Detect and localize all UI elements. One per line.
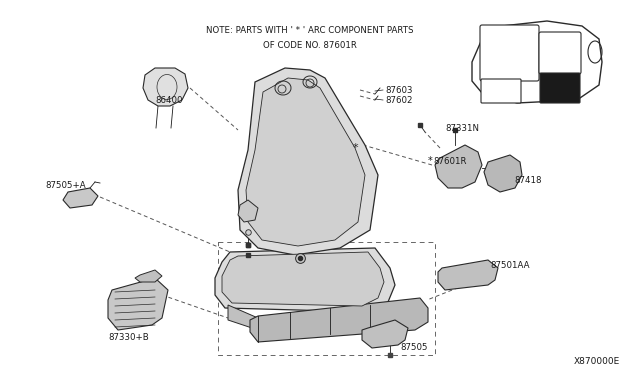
Polygon shape <box>438 260 498 290</box>
Text: *: * <box>428 156 432 166</box>
Polygon shape <box>250 298 428 342</box>
Text: NOTE: PARTS WITH ' * ' ARC COMPONENT PARTS: NOTE: PARTS WITH ' * ' ARC COMPONENT PAR… <box>206 26 413 35</box>
Polygon shape <box>108 278 168 330</box>
FancyBboxPatch shape <box>539 32 581 74</box>
Text: 87330+B: 87330+B <box>108 334 148 343</box>
Polygon shape <box>63 188 98 208</box>
Polygon shape <box>484 155 522 192</box>
Text: 87601R: 87601R <box>433 157 467 166</box>
Text: 87602: 87602 <box>385 96 413 105</box>
Text: 87505: 87505 <box>400 343 428 353</box>
Polygon shape <box>362 320 408 348</box>
Text: 87331N: 87331N <box>445 124 479 132</box>
Polygon shape <box>435 145 482 188</box>
Text: 87505+A: 87505+A <box>45 180 86 189</box>
Polygon shape <box>143 68 188 106</box>
Polygon shape <box>135 270 162 282</box>
Polygon shape <box>222 252 384 306</box>
Text: OF CODE NO. 87601R: OF CODE NO. 87601R <box>263 41 357 49</box>
Text: 87418: 87418 <box>514 176 541 185</box>
Text: 87501AA: 87501AA <box>490 260 529 269</box>
Polygon shape <box>238 200 258 222</box>
Text: 87603: 87603 <box>385 86 413 94</box>
FancyBboxPatch shape <box>540 73 580 103</box>
Polygon shape <box>246 78 365 246</box>
Polygon shape <box>228 305 258 330</box>
Text: X870000E: X870000E <box>573 357 620 366</box>
Text: 86400: 86400 <box>155 96 182 105</box>
FancyBboxPatch shape <box>481 79 521 103</box>
Text: *: * <box>352 143 358 153</box>
Polygon shape <box>472 21 602 103</box>
FancyBboxPatch shape <box>480 25 539 81</box>
Polygon shape <box>215 248 395 312</box>
Polygon shape <box>238 68 378 255</box>
